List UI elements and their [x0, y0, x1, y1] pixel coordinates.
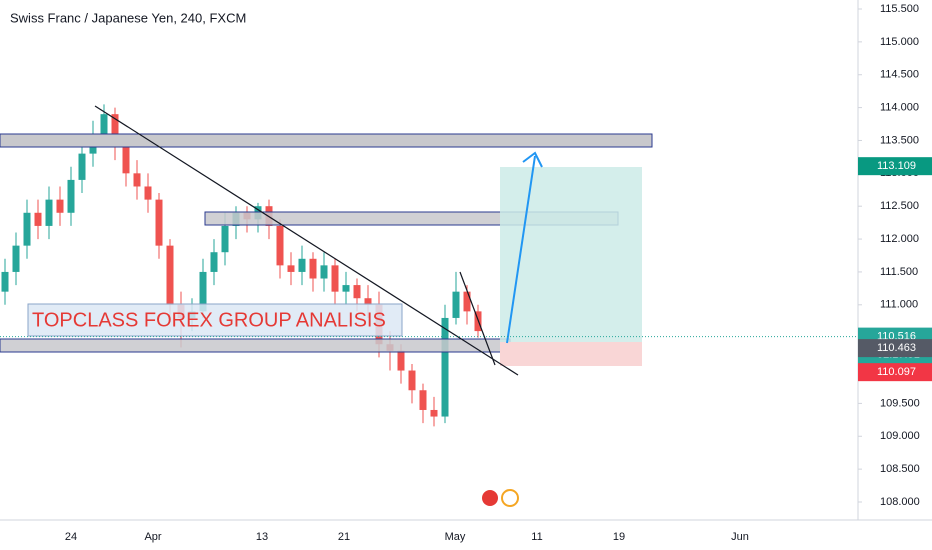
candle-body — [56, 199, 64, 213]
candle-body — [111, 114, 119, 148]
x-tick-label: 13 — [256, 531, 268, 543]
y-tick-label: 115.000 — [880, 36, 919, 48]
annotation: TOPCLASS FOREX GROUP ANALISIS — [32, 309, 386, 331]
trend-line — [94, 105, 519, 376]
candle-body — [298, 258, 306, 272]
annotation-box — [27, 303, 403, 337]
candle-body — [199, 271, 207, 312]
x-tick-label: 21 — [338, 531, 350, 543]
y-tick-label: 109.000 — [880, 430, 920, 442]
bid-price-label: 110.463 — [877, 342, 916, 354]
candle-body — [221, 225, 229, 253]
candle-body — [430, 409, 438, 417]
trend-line — [459, 271, 496, 366]
candle-body — [452, 291, 460, 318]
y-tick-label: 108.500 — [880, 463, 920, 475]
drawings: TOPCLASS FOREX GROUP ANALISIS — [0, 105, 653, 376]
candle-body — [144, 186, 152, 200]
candle-body — [34, 212, 42, 226]
x-tick-label: 11 — [531, 531, 542, 543]
y-tick-label: 114.500 — [880, 69, 919, 81]
chart-title: Swiss Franc / Japanese Yen, 240, FXCM — [10, 10, 246, 25]
candle-body — [397, 350, 405, 371]
y-tick-label: 113.500 — [880, 134, 919, 146]
y-tick-label: 109.500 — [880, 397, 920, 409]
candle-body — [276, 225, 284, 266]
candle-body — [133, 173, 141, 187]
candle-body — [408, 370, 416, 391]
y-tick-label: 114.000 — [880, 102, 919, 114]
candle-body — [320, 265, 328, 279]
bid-price-label-bg — [858, 339, 932, 358]
candle-body — [287, 265, 295, 272]
logo — [482, 489, 519, 507]
arrow-head — [522, 151, 543, 168]
y-tick-label: 111.000 — [880, 299, 918, 311]
support-zone — [0, 338, 511, 353]
stop-price-label-bg — [858, 363, 932, 382]
candle-body — [100, 114, 108, 134]
candle-body — [419, 390, 427, 410]
y-tick-label: 112.500 — [880, 200, 919, 212]
stop-price-label: 110.097 — [877, 366, 916, 378]
candle-body — [331, 265, 339, 292]
x-tick-label: May — [445, 531, 466, 543]
target-price-label-bg — [858, 157, 932, 176]
x-tick-label: 24 — [65, 531, 77, 543]
y-tick-label: 112.000 — [880, 233, 919, 245]
y-tick-label: 111.500 — [880, 266, 918, 278]
resistance-zone — [0, 133, 653, 148]
candle-body — [78, 153, 86, 180]
stop-zone — [500, 342, 642, 366]
candle-body — [12, 245, 20, 272]
x-tick-label: Jun — [731, 531, 749, 543]
logo-icon — [501, 489, 519, 507]
candle-body — [364, 298, 372, 305]
candle-body — [1, 271, 9, 292]
candle-body — [45, 199, 53, 226]
candle-body — [23, 212, 31, 246]
candle-body — [166, 245, 174, 305]
candle-body — [155, 199, 163, 246]
candle-body — [210, 252, 218, 272]
candle-body — [441, 317, 449, 417]
candle-body — [122, 147, 130, 174]
candle-body — [309, 258, 317, 279]
arrow — [506, 155, 536, 344]
x-tick-label: 19 — [613, 531, 625, 543]
y-tick-label: 108.000 — [880, 496, 920, 508]
candle-body — [342, 285, 350, 292]
target-price-label: 113.109 — [877, 160, 916, 172]
logo-icon — [482, 490, 498, 506]
y-tick-label: 115.500 — [880, 3, 919, 15]
candle-body — [67, 179, 75, 213]
candle-body — [463, 291, 471, 312]
x-tick-label: Apr — [144, 531, 161, 543]
target-zone — [500, 167, 642, 342]
candle-body — [353, 285, 361, 299]
